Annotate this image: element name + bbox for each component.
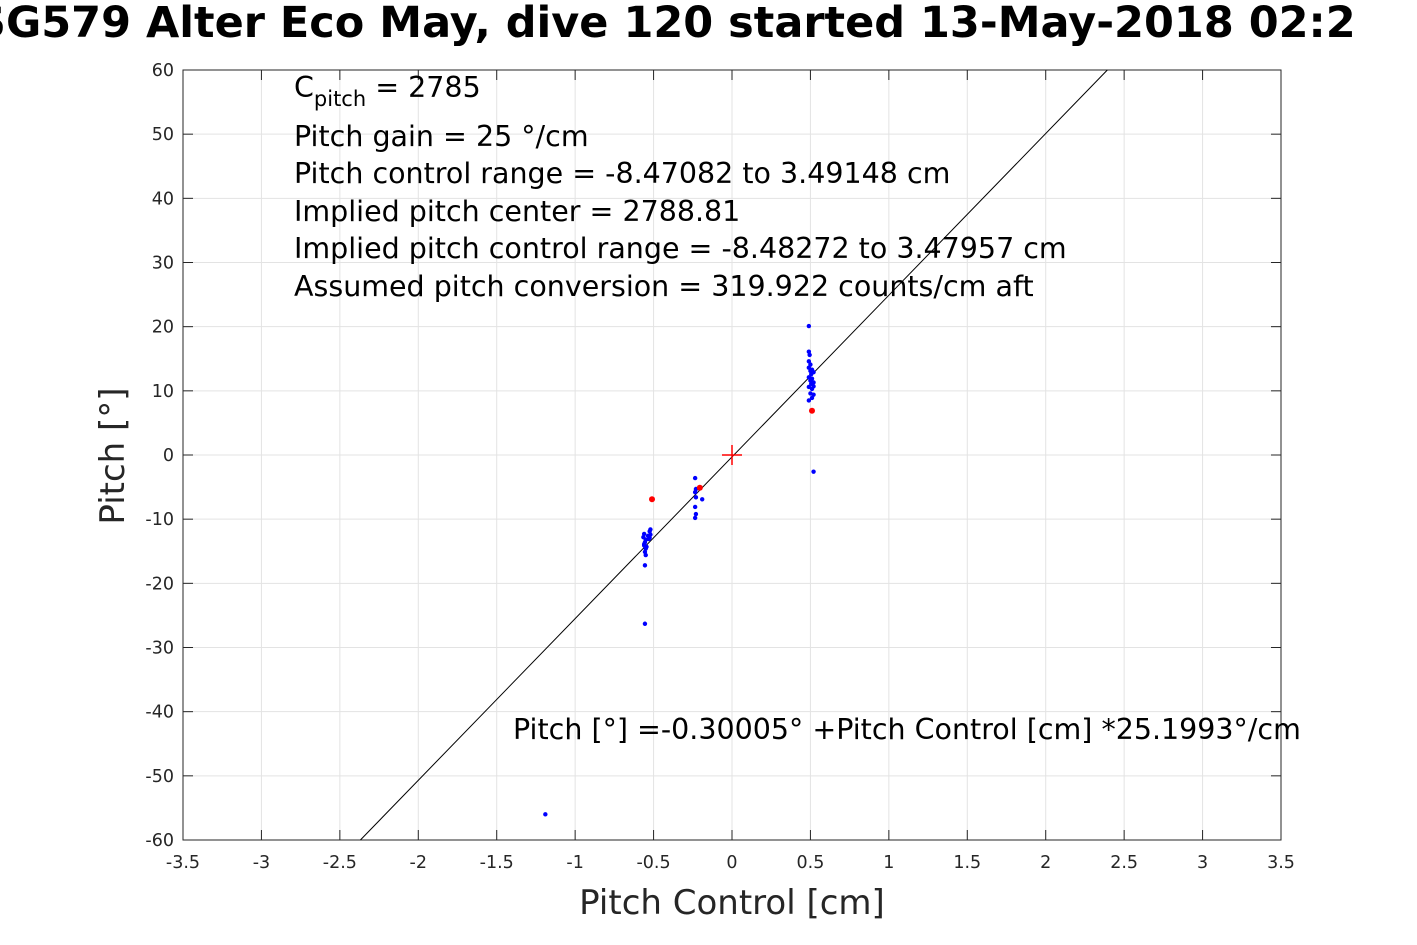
fit-equation-annotation: Pitch [°] =-0.30005° +Pitch Control [cm]… xyxy=(513,713,1301,746)
x-tick-label: -2 xyxy=(410,853,427,873)
x-tick-label: -1 xyxy=(566,853,583,873)
x-tick-label: -2.5 xyxy=(323,853,357,873)
x-tick-label: -1.5 xyxy=(480,853,514,873)
data-point xyxy=(692,475,698,481)
implied-pitch-control-range-annotation: Implied pitch control range = -8.48272 t… xyxy=(294,232,1067,265)
data-point xyxy=(699,497,705,502)
x-tick-label: -3.5 xyxy=(166,853,200,873)
data-point xyxy=(692,504,698,510)
grid-lines xyxy=(182,69,1282,841)
data-point xyxy=(692,515,698,521)
x-tick-label: 3.5 xyxy=(1267,853,1295,873)
data-point xyxy=(642,621,648,626)
c-pitch-annotation: Cpitch = 2785 xyxy=(294,71,481,110)
x-tick-label: 3 xyxy=(1197,853,1208,873)
data-point xyxy=(696,484,703,491)
x-tick-label: 0.5 xyxy=(797,853,825,873)
y-tick-label: 0 xyxy=(163,446,174,466)
data-point xyxy=(809,386,815,392)
c-pitch-value: = 2785 xyxy=(366,71,481,104)
data-point xyxy=(543,812,548,817)
x-tick-labels: -3.5 -3 -2.5 -2 -1.5 -1 -0.5 0 0.5 1 1.5 2 2.5 3 3.5 xyxy=(166,853,1295,873)
y-tick-label: 20 xyxy=(152,318,174,338)
chart-title: SG579 Alter Eco May, dive 120 started 13… xyxy=(0,0,1356,48)
y-tick-label: 60 xyxy=(152,61,174,81)
x-tick-label: -0.5 xyxy=(636,853,670,873)
y-tick-label: -30 xyxy=(145,639,174,659)
c-pitch-symbol: C xyxy=(294,71,314,104)
data-point xyxy=(809,395,815,401)
y-tick-label: -50 xyxy=(145,767,174,787)
data-point xyxy=(649,496,656,503)
data-point xyxy=(647,535,652,540)
x-tick-label: 2.5 xyxy=(1110,853,1138,873)
data-point xyxy=(693,495,699,500)
data-point xyxy=(809,371,814,377)
c-pitch-subscript: pitch xyxy=(313,87,367,111)
data-point xyxy=(807,352,812,358)
data-point xyxy=(811,469,816,474)
x-tick-label: 1 xyxy=(883,853,894,873)
data-point xyxy=(641,541,647,547)
y-tick-label: -20 xyxy=(145,574,174,594)
y-tick-labels: 60 50 40 30 20 10 0 -10 -20 -30 -40 -50 -60 xyxy=(145,61,174,851)
data-point xyxy=(806,398,812,403)
y-tick-label: 40 xyxy=(152,189,174,209)
data-point xyxy=(692,490,698,495)
axis-ticks xyxy=(182,69,1282,841)
x-tick-label: 1.5 xyxy=(953,853,981,873)
y-tick-label: 30 xyxy=(152,254,174,274)
pitch-conversion-annotation: Assumed pitch conversion = 319.922 count… xyxy=(294,270,1034,303)
center-marker-group xyxy=(722,445,742,465)
x-axis-label: Pitch Control [cm] xyxy=(579,883,885,923)
x-tick-label: -3 xyxy=(253,853,270,873)
data-points xyxy=(543,323,816,817)
data-point xyxy=(643,552,648,558)
x-tick-label: 2 xyxy=(1040,853,1051,873)
data-point xyxy=(642,563,648,568)
data-point xyxy=(693,511,699,517)
data-point xyxy=(648,527,653,532)
pitch-gain-annotation: Pitch gain = 25 °/cm xyxy=(294,120,589,153)
y-tick-label: -40 xyxy=(145,703,174,723)
data-point xyxy=(808,407,815,414)
pitch-control-range-annotation: Pitch control range = -8.47082 to 3.4914… xyxy=(294,157,951,190)
y-axis-label: Pitch [°] xyxy=(93,387,133,524)
implied-pitch-center-annotation: Implied pitch center = 2788.81 xyxy=(294,195,741,228)
y-tick-label: 50 xyxy=(152,125,174,145)
y-tick-label: 10 xyxy=(152,382,174,402)
y-tick-label: -10 xyxy=(145,510,174,530)
data-point xyxy=(809,376,815,381)
x-tick-label: 0 xyxy=(726,853,737,873)
y-tick-label: -60 xyxy=(145,831,174,851)
data-point xyxy=(806,323,812,329)
